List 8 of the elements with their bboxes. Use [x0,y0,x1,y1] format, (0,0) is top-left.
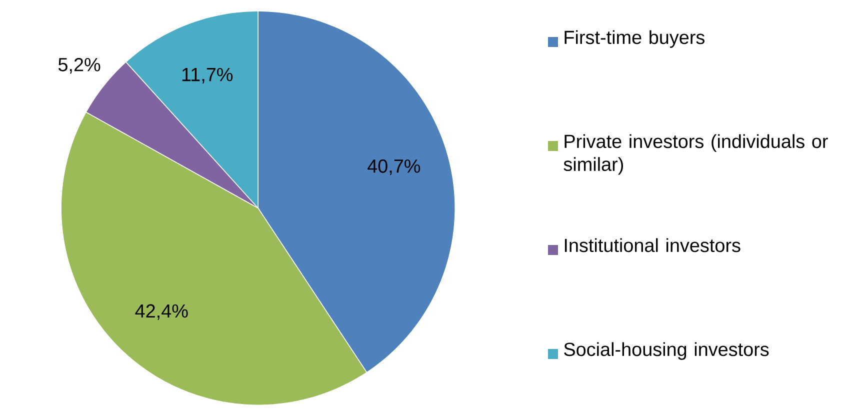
legend-label: Social-housing investors [564,342,769,360]
data-label: 42,4% [135,304,188,320]
legend-label: Private investors (individuals or similar) [564,134,828,175]
data-label: 5,2% [58,58,100,74]
data-label: 11,7% [182,68,233,84]
legend-label: Institutional investors [564,238,740,252]
legend-label: First-time buyers [564,30,704,48]
data-label: 40,7% [368,159,420,176]
